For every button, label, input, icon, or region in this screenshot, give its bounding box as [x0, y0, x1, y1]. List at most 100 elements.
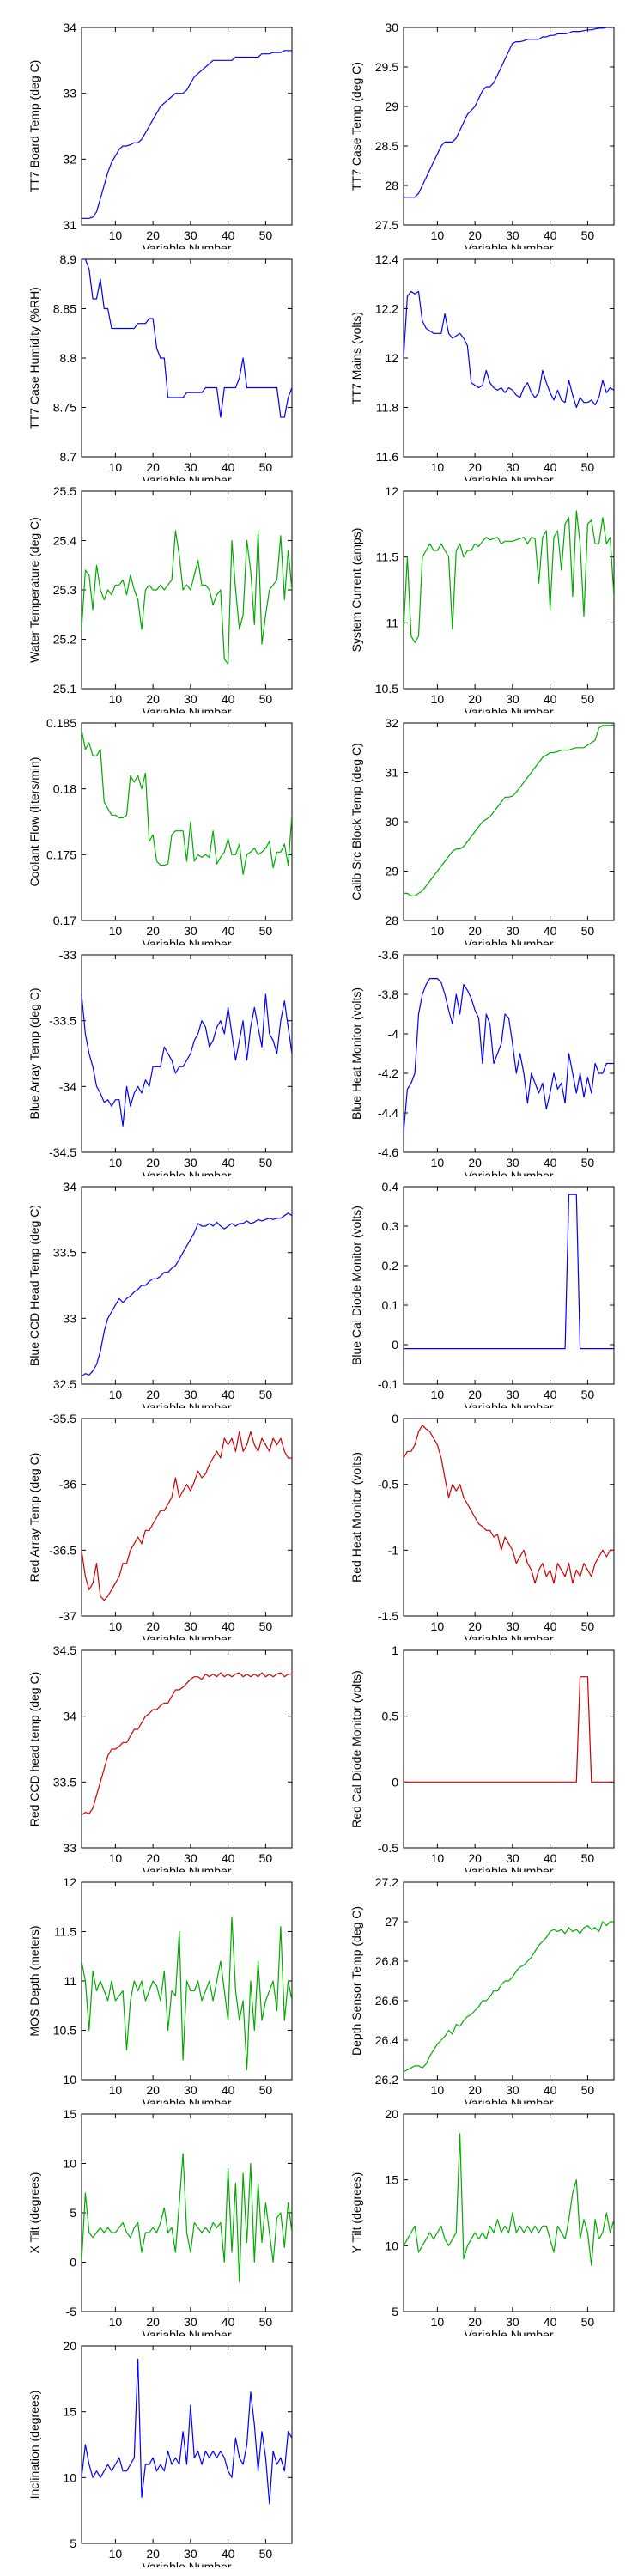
y-tick-label: 31 — [63, 218, 76, 232]
series-line — [404, 1425, 614, 1584]
chart-panel: 10 20 30 40 50 -1.5 -1 -0.5 0 Variable Number Red … — [322, 1408, 644, 1640]
plot-frame — [403, 722, 615, 921]
x-tick-label: 50 — [581, 1851, 595, 1865]
y-tick-label: -3.6 — [378, 948, 398, 962]
y-tick-label: 0 — [392, 1338, 398, 1352]
series-line — [404, 977, 614, 1133]
x-axis-label: Variable Number — [464, 705, 553, 713]
y-tick-label: -0.5 — [378, 1478, 398, 1492]
y-tick-label: 26.2 — [375, 2073, 398, 2087]
plot-frame — [81, 1418, 293, 1617]
x-tick-label: 50 — [259, 1619, 273, 1633]
x-tick-label: 50 — [581, 1619, 595, 1633]
chart-svg: 10 20 30 40 50 -0.1 0 0.1 0.2 0.3 0.4 Variable Numb… — [349, 1180, 615, 1408]
chart-svg: 10 20 30 40 50 32.5 33 33.5 34 Variable Number Blu… — [27, 1180, 293, 1408]
chart-panel: 10 20 30 40 50 28 29 30 31 32 Variable Number Calib… — [322, 713, 644, 945]
x-tick-label: 10 — [109, 1851, 123, 1865]
y-axis-label: Water Temperature (deg C) — [27, 517, 41, 663]
y-tick-label: 0.185 — [46, 716, 76, 730]
x-tick-label: 40 — [544, 924, 557, 938]
y-tick-label: 25.4 — [53, 534, 76, 548]
x-tick-label: 20 — [146, 2315, 160, 2329]
y-tick-label: -0.1 — [378, 1377, 398, 1391]
plot-frame — [81, 27, 293, 226]
x-tick-label: 20 — [468, 1156, 482, 1170]
x-tick-label: 10 — [431, 1619, 445, 1633]
y-tick-label: -1 — [388, 1543, 399, 1557]
y-tick-label: -4 — [388, 1027, 399, 1041]
y-axis-label: System Current (amps) — [349, 528, 363, 653]
y-tick-label: 33 — [63, 87, 76, 100]
x-tick-label: 20 — [468, 1851, 482, 1865]
x-tick-label: 30 — [184, 1851, 197, 1865]
plot-frame — [81, 2345, 293, 2544]
y-tick-label: 0.175 — [46, 848, 76, 861]
y-tick-label: -4.4 — [378, 1106, 398, 1120]
chart-panel: 10 20 30 40 50 10 10.5 11 11.5 12 Variable Number M… — [0, 1872, 322, 2104]
y-tick-label: -0.5 — [378, 1841, 398, 1855]
y-tick-label: 25.1 — [53, 682, 76, 696]
chart-panel: 10 20 30 40 50 5 10 15 20 Variable Number Inclinat… — [0, 2336, 322, 2567]
y-axis-label: Inclination (degrees) — [27, 2391, 41, 2500]
chart-svg: 10 20 30 40 50 10 10.5 11 11.5 12 Variable Number M… — [27, 1875, 293, 2104]
chart-panel: 10 20 30 40 50 -34.5 -34 -33.5 -33 Variable Numbe… — [0, 945, 322, 1176]
x-axis-label: Variable Number — [142, 1169, 231, 1176]
y-tick-label: 10 — [385, 2239, 398, 2252]
x-tick-label: 30 — [184, 692, 197, 706]
y-tick-label: 5 — [392, 2305, 398, 2318]
y-tick-label: 27.5 — [375, 218, 398, 232]
plot-frame — [81, 1649, 293, 1849]
y-tick-label: 12.4 — [375, 252, 398, 266]
chart-panel: 10 20 30 40 50 25.1 25.2 25.3 25.4 25.5 Variable N… — [0, 481, 322, 713]
chart-panel: 10 20 30 40 50 27.5 28 28.5 29 29.5 30 Variable Num… — [322, 17, 644, 249]
x-axis-label: Variable Number — [464, 1169, 553, 1176]
x-tick-label: 20 — [468, 692, 482, 706]
x-tick-label: 20 — [468, 2315, 482, 2329]
x-tick-label: 30 — [184, 2083, 197, 2097]
chart-svg: 10 20 30 40 50 0.17 0.175 0.18 0.185 Variable Num… — [27, 716, 293, 945]
series-line — [82, 1916, 292, 2071]
chart-panel: 10 20 30 40 50 10.5 11 11.5 12 Variable Number Sys… — [322, 481, 644, 713]
y-tick-label: -34.5 — [49, 1145, 76, 1159]
x-tick-label: 50 — [259, 924, 273, 938]
chart-panel: 10 20 30 40 50 33 33.5 34 34.5 Variable Number Red… — [0, 1640, 322, 1872]
x-tick-label: 10 — [109, 1388, 123, 1401]
y-tick-label: 29 — [385, 100, 398, 113]
x-tick-label: 10 — [431, 1156, 445, 1170]
plot-frame — [403, 258, 615, 458]
y-tick-label: 11.6 — [376, 450, 398, 464]
y-tick-label: 33.5 — [53, 1246, 76, 1260]
y-tick-label: 0 — [70, 2256, 76, 2269]
x-axis-label: Variable Number — [142, 705, 231, 713]
x-tick-label: 20 — [146, 2547, 160, 2561]
x-tick-label: 20 — [146, 1156, 160, 1170]
y-tick-label: 20 — [385, 2107, 398, 2121]
y-tick-label: 26.4 — [375, 2033, 398, 2047]
x-tick-label: 30 — [184, 460, 197, 474]
plot-frame — [403, 1186, 615, 1385]
y-tick-label: -4.6 — [378, 1145, 398, 1159]
y-tick-label: 26.8 — [375, 1954, 398, 1968]
chart-panel: 10 20 30 40 50 26.2 26.4 26.6 26.8 27 27.2 Variable… — [322, 1872, 644, 2104]
y-tick-label: 0.4 — [382, 1180, 399, 1194]
x-tick-label: 40 — [222, 2083, 235, 2097]
x-tick-label: 20 — [146, 924, 160, 938]
chart-panel: 10 20 30 40 50 5 10 15 20 Variable Number Y Tilt (… — [322, 2104, 644, 2336]
x-tick-label: 50 — [581, 1156, 595, 1170]
y-tick-label: 5 — [70, 2206, 76, 2220]
y-tick-label: 10.5 — [375, 682, 398, 696]
y-tick-label: -37 — [59, 1609, 76, 1623]
x-tick-label: 30 — [506, 460, 519, 474]
x-tick-label: 40 — [222, 460, 235, 474]
y-tick-label: 25.2 — [53, 633, 76, 647]
x-tick-label: 20 — [146, 1851, 160, 1865]
x-tick-label: 30 — [506, 228, 519, 242]
series-line — [82, 1212, 292, 1377]
y-axis-label: Y Tilt (degrees) — [349, 2172, 363, 2254]
x-tick-label: 40 — [222, 1851, 235, 1865]
x-axis-label: Variable Number — [464, 937, 553, 945]
x-tick-label: 20 — [468, 2083, 482, 2097]
y-tick-label: 28 — [385, 914, 398, 927]
y-tick-label: 30 — [385, 815, 398, 829]
y-axis-label: TT7 Case Humidity (%RH) — [27, 287, 41, 429]
